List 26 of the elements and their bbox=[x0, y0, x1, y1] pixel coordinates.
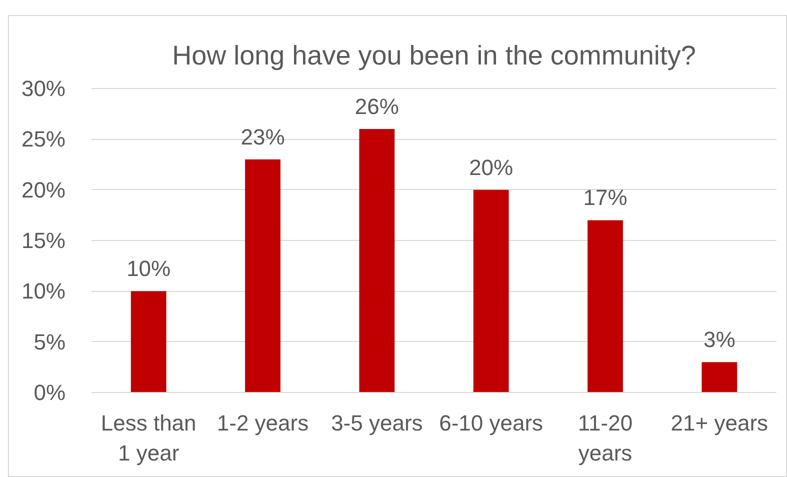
bar bbox=[702, 362, 738, 392]
bar bbox=[473, 190, 509, 392]
y-tick-label: 10% bbox=[21, 278, 66, 304]
x-tick-label: 1-2 years bbox=[216, 410, 309, 436]
data-label: 3% bbox=[704, 327, 736, 352]
bar bbox=[359, 129, 395, 392]
x-tick-label: 21+ years bbox=[670, 410, 768, 436]
x-tick-label: 6-10 years bbox=[439, 410, 544, 436]
y-tick-label: 25% bbox=[21, 126, 66, 152]
x-tick-label: 11-20 years bbox=[578, 410, 633, 466]
chart-title: How long have you been in the community? bbox=[172, 40, 696, 70]
y-tick-label: 15% bbox=[21, 228, 66, 253]
y-tick-label: 30% bbox=[21, 76, 66, 101]
y-tick-label: 20% bbox=[21, 177, 66, 202]
data-label: 23% bbox=[240, 124, 285, 150]
data-label: 17% bbox=[583, 185, 628, 210]
y-tick-label: 0% bbox=[34, 380, 66, 405]
data-label: 10% bbox=[126, 256, 171, 282]
data-label: 20% bbox=[469, 154, 514, 180]
x-tick-label: Less than 1 year bbox=[100, 410, 196, 466]
bar bbox=[130, 291, 166, 392]
y-tick-label: 5% bbox=[34, 329, 66, 354]
data-label: 26% bbox=[354, 94, 399, 120]
bar bbox=[245, 159, 280, 392]
bar bbox=[588, 220, 623, 392]
x-tick-label: 3-5 years bbox=[331, 410, 423, 436]
